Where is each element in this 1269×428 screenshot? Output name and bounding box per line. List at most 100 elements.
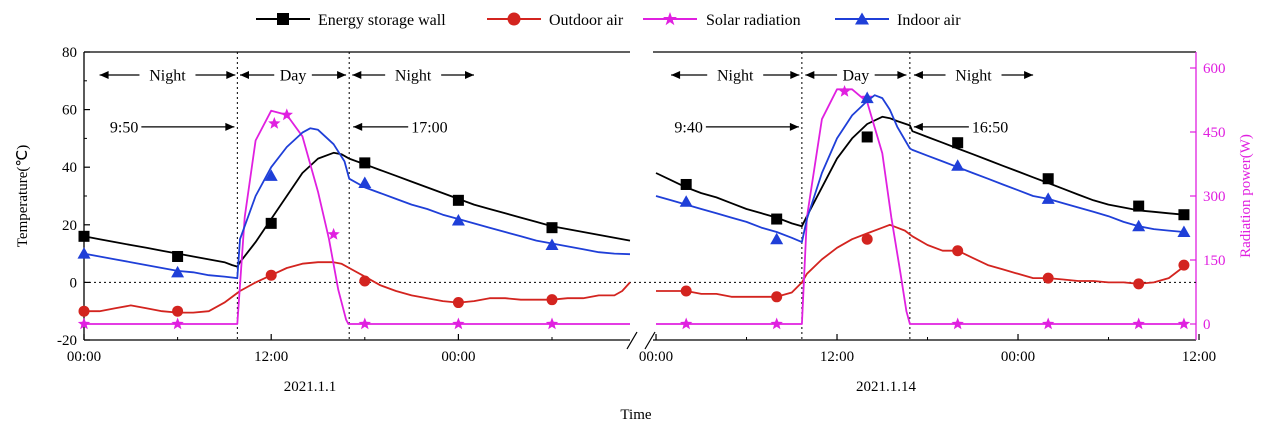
series-solar-radiation-marker bbox=[770, 317, 783, 330]
legend-label-indoor-air: Indoor air bbox=[897, 12, 961, 29]
series-indoor-air-marker bbox=[358, 176, 372, 189]
y2-tick-label: 600 bbox=[1203, 61, 1226, 77]
time-label: 9:40 bbox=[674, 119, 702, 136]
arrow-head bbox=[99, 71, 109, 79]
series-energy-storage-wall-marker bbox=[1042, 173, 1054, 185]
y-axis-right: 0 150 300 450 600 bbox=[1190, 61, 1226, 333]
series-solar-radiation-marker bbox=[171, 317, 184, 330]
period-label: Day bbox=[280, 68, 307, 85]
x-tick-label: 00:00 bbox=[639, 349, 673, 365]
arrow-head bbox=[913, 71, 923, 79]
series-solar-radiation-marker bbox=[1132, 317, 1145, 330]
x-axis-title: Time bbox=[620, 407, 651, 423]
series-solar-radiation-marker bbox=[452, 317, 465, 330]
series-solar-radiation-marker bbox=[1042, 317, 1055, 330]
series-indoor-air-marker bbox=[264, 169, 278, 181]
arrow-head bbox=[225, 122, 235, 131]
y-tick-label: 80 bbox=[62, 45, 77, 61]
x-tick-label: 00:00 bbox=[67, 349, 101, 365]
arrow-head bbox=[226, 71, 236, 79]
panel-date-label: 2021.1.14 bbox=[856, 379, 917, 395]
series-energy-storage-wall-marker bbox=[452, 194, 464, 206]
y-tick-label: 0 bbox=[70, 275, 78, 291]
series-solar-radiation-marker bbox=[268, 116, 281, 129]
series-solar-radiation-marker bbox=[838, 84, 851, 97]
series-outdoor-air bbox=[78, 261, 631, 317]
series-outdoor-air-marker bbox=[952, 245, 964, 257]
series-energy-storage-wall-marker bbox=[546, 222, 558, 234]
arrow-head bbox=[465, 71, 474, 79]
series-indoor-air-line bbox=[655, 94, 1184, 243]
series-energy-storage-wall-marker bbox=[952, 137, 964, 149]
arrow-head bbox=[352, 71, 362, 79]
series-energy-storage-wall-marker bbox=[359, 157, 371, 169]
series-solar-radiation bbox=[77, 108, 630, 330]
series-indoor-air-marker bbox=[171, 265, 185, 278]
annotations: Night Day Night 9:40 16:50 bbox=[671, 68, 1034, 136]
series-outdoor-air-marker bbox=[1042, 272, 1054, 284]
series-outdoor-air-marker bbox=[771, 291, 783, 303]
legend-entry-outdoor-air: Outdoor air bbox=[487, 12, 624, 29]
series-solar-radiation-line bbox=[656, 88, 1184, 325]
series-solar-radiation-marker bbox=[358, 317, 371, 330]
axis-break-mark bbox=[626, 331, 656, 350]
arrow-head bbox=[337, 71, 347, 79]
series-outdoor-air-marker bbox=[265, 269, 277, 281]
series-outdoor-air-marker bbox=[546, 294, 558, 306]
arrow-head bbox=[240, 71, 249, 79]
series-indoor-air-marker bbox=[77, 247, 91, 259]
legend-label-outdoor-air: Outdoor air bbox=[549, 12, 624, 29]
time-label: 9:50 bbox=[110, 119, 138, 136]
time-label: 17:00 bbox=[411, 119, 447, 136]
series-outdoor-air-marker bbox=[172, 305, 184, 317]
series-energy-storage-wall-marker bbox=[172, 250, 184, 262]
series-solar-radiation-marker bbox=[77, 317, 91, 330]
series-outdoor-air-line bbox=[656, 223, 1185, 298]
series-energy-storage-wall bbox=[78, 151, 631, 268]
series-indoor-air-marker bbox=[1041, 192, 1055, 204]
legend-entry-solar-radiation: Solar radiation bbox=[643, 12, 801, 29]
series-energy-storage-wall-marker bbox=[1178, 209, 1190, 221]
series-indoor-air-line bbox=[83, 127, 631, 279]
series-indoor-air bbox=[655, 91, 1191, 245]
legend-label-solar-radiation: Solar radiation bbox=[706, 12, 801, 29]
series-outdoor-air-marker bbox=[861, 233, 873, 245]
series-indoor-air-marker bbox=[1177, 225, 1191, 237]
period-label: Night bbox=[395, 68, 432, 85]
series-energy-storage-wall-marker bbox=[78, 230, 90, 242]
series-outdoor-air-line bbox=[84, 261, 631, 314]
panel-2021-1-1: 2021.1.1 00:00 12:00 00:00 Night Day Night 9:5… bbox=[67, 52, 631, 395]
series-indoor-air bbox=[77, 127, 631, 279]
y-axis-left: -20 0 20 40 60 80 bbox=[57, 45, 90, 349]
series-solar-radiation-marker bbox=[327, 227, 340, 240]
series-energy-storage-wall-marker bbox=[680, 178, 692, 190]
period-label: Night bbox=[717, 68, 754, 85]
y2-tick-label: 0 bbox=[1203, 317, 1211, 333]
series-indoor-air-marker bbox=[770, 232, 784, 245]
y2-tick-label: 300 bbox=[1203, 189, 1226, 205]
y-tick-label: 60 bbox=[62, 103, 77, 119]
series-outdoor-air bbox=[656, 223, 1190, 303]
arrow-head bbox=[789, 122, 799, 131]
annotations: Night Day Night 9:50 17:00 bbox=[99, 68, 474, 136]
series-outdoor-air-marker bbox=[1178, 259, 1190, 271]
series-energy-storage-wall bbox=[655, 115, 1190, 228]
arrow-head bbox=[913, 122, 923, 131]
series-indoor-air-marker bbox=[951, 159, 965, 171]
y2-axis-title: Radiation power(W) bbox=[1238, 134, 1254, 258]
series-indoor-air-marker bbox=[679, 195, 693, 207]
series-outdoor-air-marker bbox=[680, 285, 692, 297]
x-tick-label: 00:00 bbox=[441, 349, 475, 365]
series-outdoor-air-marker bbox=[1133, 278, 1145, 290]
series-indoor-air-marker bbox=[860, 91, 874, 104]
plot-frame bbox=[83, 51, 1197, 350]
x-tick-label: 12:00 bbox=[1182, 349, 1216, 365]
y-axis-title: Temperature(℃) bbox=[15, 145, 31, 247]
series-solar-radiation-marker bbox=[545, 317, 559, 330]
series-solar-radiation-line bbox=[84, 109, 630, 325]
legend-entry-indoor-air: Indoor air bbox=[835, 12, 961, 29]
series-indoor-air-marker bbox=[545, 238, 559, 250]
arrow-head bbox=[805, 71, 815, 79]
period-label: Night bbox=[955, 68, 992, 85]
